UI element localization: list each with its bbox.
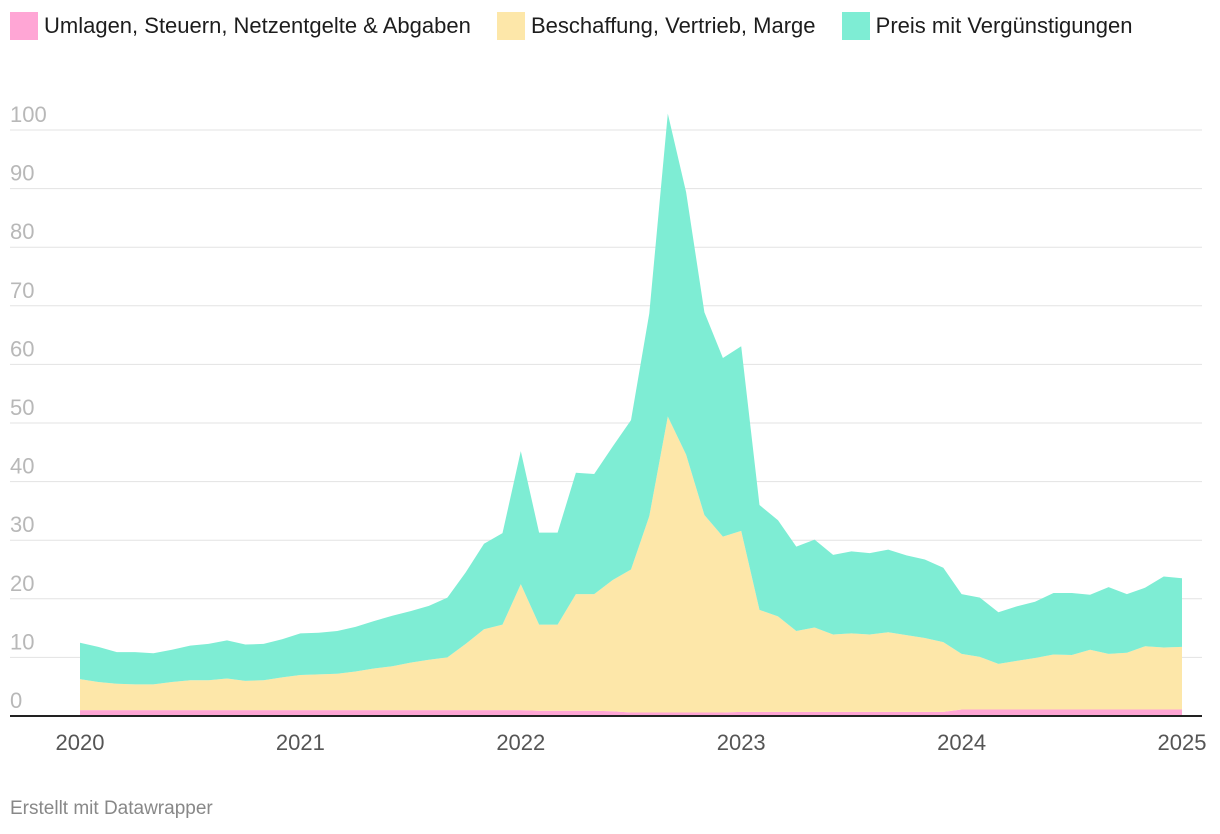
y-tick-label: 60: [10, 336, 34, 361]
y-tick-label: 10: [10, 629, 34, 654]
y-tick-label: 0: [10, 688, 22, 713]
area-series-0: [80, 709, 1182, 716]
y-tick-label: 40: [10, 454, 34, 479]
y-tick-label: 30: [10, 512, 34, 537]
footer-credit: Erstellt mit Datawrapper: [10, 798, 213, 819]
x-tick-label: 2023: [717, 730, 766, 755]
x-axis-ticks: 2020 2021 2022 2023 2024 2025: [56, 730, 1207, 755]
legend-swatch-preis: [841, 12, 870, 40]
legend: Umlagen, Steuern, Netzentgelte & Abgaben…: [10, 8, 1200, 44]
area-series-2: [80, 113, 1182, 685]
y-tick-label: 50: [10, 395, 34, 420]
legend-item-beschaffung: Beschaffung, Vertrieb, Marge: [496, 8, 816, 44]
legend-label-umlagen: Umlagen, Steuern, Netzentgelte & Abgaben: [44, 13, 471, 38]
legend-label-preis: Preis mit Vergünstigungen: [875, 13, 1133, 38]
legend-label-beschaffung: Beschaffung, Vertrieb, Marge: [530, 13, 816, 38]
legend-item-umlagen: Umlagen, Steuern, Netzentgelte & Abgaben: [10, 8, 471, 44]
area-series-1: [80, 416, 1182, 713]
y-tick-label: 70: [10, 278, 34, 303]
legend-swatch-beschaffung: [496, 12, 525, 40]
y-tick-label: 90: [10, 161, 34, 186]
y-tick-label: 20: [10, 571, 34, 596]
area-series: [80, 113, 1182, 716]
legend-swatch-umlagen: [10, 12, 38, 40]
x-tick-label: 2021: [276, 730, 325, 755]
x-tick-label: 2025: [1158, 730, 1207, 755]
x-tick-label: 2022: [496, 730, 545, 755]
y-tick-label: 100: [10, 102, 47, 127]
x-tick-label: 2020: [56, 730, 105, 755]
x-tick-label: 2024: [937, 730, 986, 755]
y-axis-ticks: 0 10 20 30 40 50 60 70 80 90 100: [10, 102, 47, 713]
y-tick-label: 80: [10, 219, 34, 244]
legend-item-preis: Preis mit Vergünstigungen: [841, 8, 1133, 44]
